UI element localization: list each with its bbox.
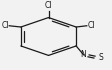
Text: Cl: Cl — [87, 21, 94, 30]
Text: Cl: Cl — [1, 21, 9, 30]
Text: Cl: Cl — [44, 1, 52, 10]
Text: S: S — [98, 53, 103, 62]
Text: N: N — [80, 50, 86, 59]
